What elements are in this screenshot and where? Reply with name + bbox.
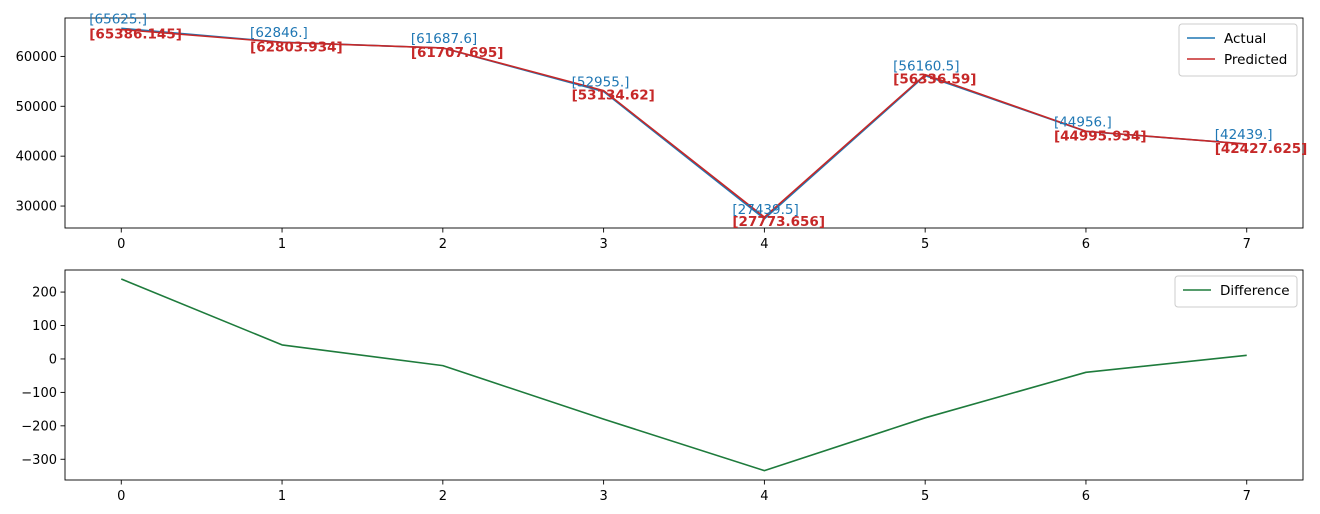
legend-label-predicted: Predicted: [1224, 52, 1287, 68]
y-tick-label: −100: [21, 386, 57, 401]
x-tick-label: 0: [117, 237, 125, 252]
annotation-predicted: [56336.59]: [893, 72, 976, 88]
y-tick-label: −200: [21, 419, 57, 434]
annotation-predicted: [53134.62]: [572, 88, 655, 104]
y-tick-label: 50000: [16, 100, 57, 115]
x-tick-label: 0: [117, 489, 125, 504]
x-tick-label: 7: [1243, 237, 1251, 252]
x-tick-label: 2: [439, 489, 447, 504]
legend-label-difference: Difference: [1220, 283, 1290, 299]
annotation-predicted: [27773.656]: [732, 214, 825, 230]
x-tick-label: 2: [439, 237, 447, 252]
y-tick-label: 60000: [16, 50, 57, 65]
annotation-actual: [44956.]: [1054, 114, 1112, 130]
legend-label-actual: Actual: [1224, 31, 1266, 47]
x-tick-label: 1: [278, 237, 286, 252]
y-tick-label: −300: [21, 453, 57, 468]
annotation-actual: [27439.5]: [732, 202, 798, 218]
y-tick-label: 0: [49, 352, 57, 367]
x-tick-label: 4: [760, 237, 768, 252]
x-tick-label: 1: [278, 489, 286, 504]
x-tick-label: 7: [1243, 489, 1251, 504]
bottom-panel-difference: 0 1 2 3 4 5 6 7 −300 −200 −100 0 100 200 Difference: [21, 269, 1304, 504]
legend-box: [1174, 275, 1298, 308]
annotation-predicted: [65386.145]: [89, 27, 182, 43]
x-tick-label: 3: [599, 237, 607, 252]
x-tick-label: 5: [921, 489, 929, 504]
y-tick-label: 200: [32, 286, 57, 301]
axes-frame: [64, 269, 1304, 481]
annotation-actual: [65625.]: [89, 11, 147, 27]
y-tick-label: 30000: [16, 200, 57, 215]
y-tick-label: 40000: [16, 150, 57, 165]
annotation-predicted: [42427.625]: [1215, 141, 1308, 157]
annotation-predicted: [44995.934]: [1054, 128, 1147, 144]
top-panel-actual-vs-predicted: 0 1 2 3 4 5 6 7 30000 40000 50000 60000 [65625.][653…: [16, 11, 1308, 252]
annotation-actual: [56160.5]: [893, 59, 959, 75]
annotation-actual: [52955.]: [572, 75, 630, 91]
series-line-difference: [120, 278, 1247, 472]
annotation-predicted: [61707.695]: [411, 45, 504, 61]
axes-frame: [64, 17, 1304, 229]
annotation-predicted: [62803.934]: [250, 39, 343, 55]
x-tick-label: 6: [1082, 237, 1090, 252]
y-tick-label: 100: [32, 319, 57, 334]
annotation-actual: [62846.]: [250, 25, 308, 41]
legend-box: [1178, 23, 1298, 77]
x-tick-label: 4: [760, 489, 768, 504]
annotation-actual: [42439.]: [1215, 127, 1273, 143]
x-tick-label: 6: [1082, 489, 1090, 504]
x-tick-label: 5: [921, 237, 929, 252]
series-line-predicted: [121, 28, 1247, 218]
annotation-actual: [61687.6]: [411, 31, 477, 47]
x-tick-label: 3: [599, 489, 607, 504]
